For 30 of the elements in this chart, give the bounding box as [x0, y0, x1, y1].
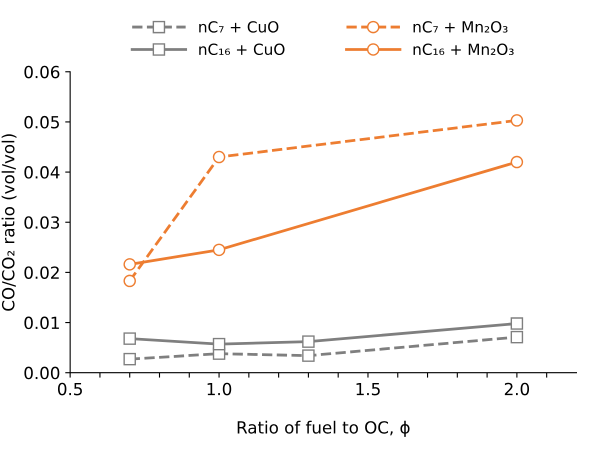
point	[510, 156, 524, 168]
x-tick-label: 0.5	[58, 382, 82, 396]
y-tick-label: 0.05	[24, 116, 59, 128]
y-tick-label: 0.01	[24, 316, 59, 330]
y-tick-label: 0.04	[24, 166, 60, 179]
y-axis-title: CO/CO₂ ratio (vol/vol)	[2, 134, 16, 311]
legend-label: nC₇ + Mn₂O₃	[414, 21, 508, 33]
point	[510, 114, 524, 127]
y-tick-label: 0.02	[24, 266, 59, 279]
legend-label: nC₇ + CuO	[199, 21, 278, 33]
point	[123, 332, 136, 345]
point	[212, 150, 226, 164]
x-tick-label: 1.0	[208, 382, 232, 396]
point	[212, 338, 226, 350]
y-tick-label: 0.03	[24, 216, 60, 229]
point	[510, 330, 524, 344]
point	[212, 244, 226, 256]
point	[302, 335, 315, 348]
legend-label: nC₁₆ + Mn₂O₃	[414, 44, 514, 56]
point	[123, 258, 136, 271]
x-axis-title: Ratio of fuel to OC, ϕ	[238, 420, 410, 437]
x-tick-label: 1.5	[356, 382, 380, 396]
y-tick-label: 0.06	[24, 66, 60, 78]
point	[123, 274, 136, 288]
point	[123, 352, 136, 366]
point	[302, 349, 315, 362]
point	[510, 317, 524, 330]
legend-label: nC₁₆ + CuO	[199, 44, 284, 56]
y-tick-label: 0.00	[24, 366, 60, 380]
x-tick-label: 2.0	[504, 382, 530, 396]
